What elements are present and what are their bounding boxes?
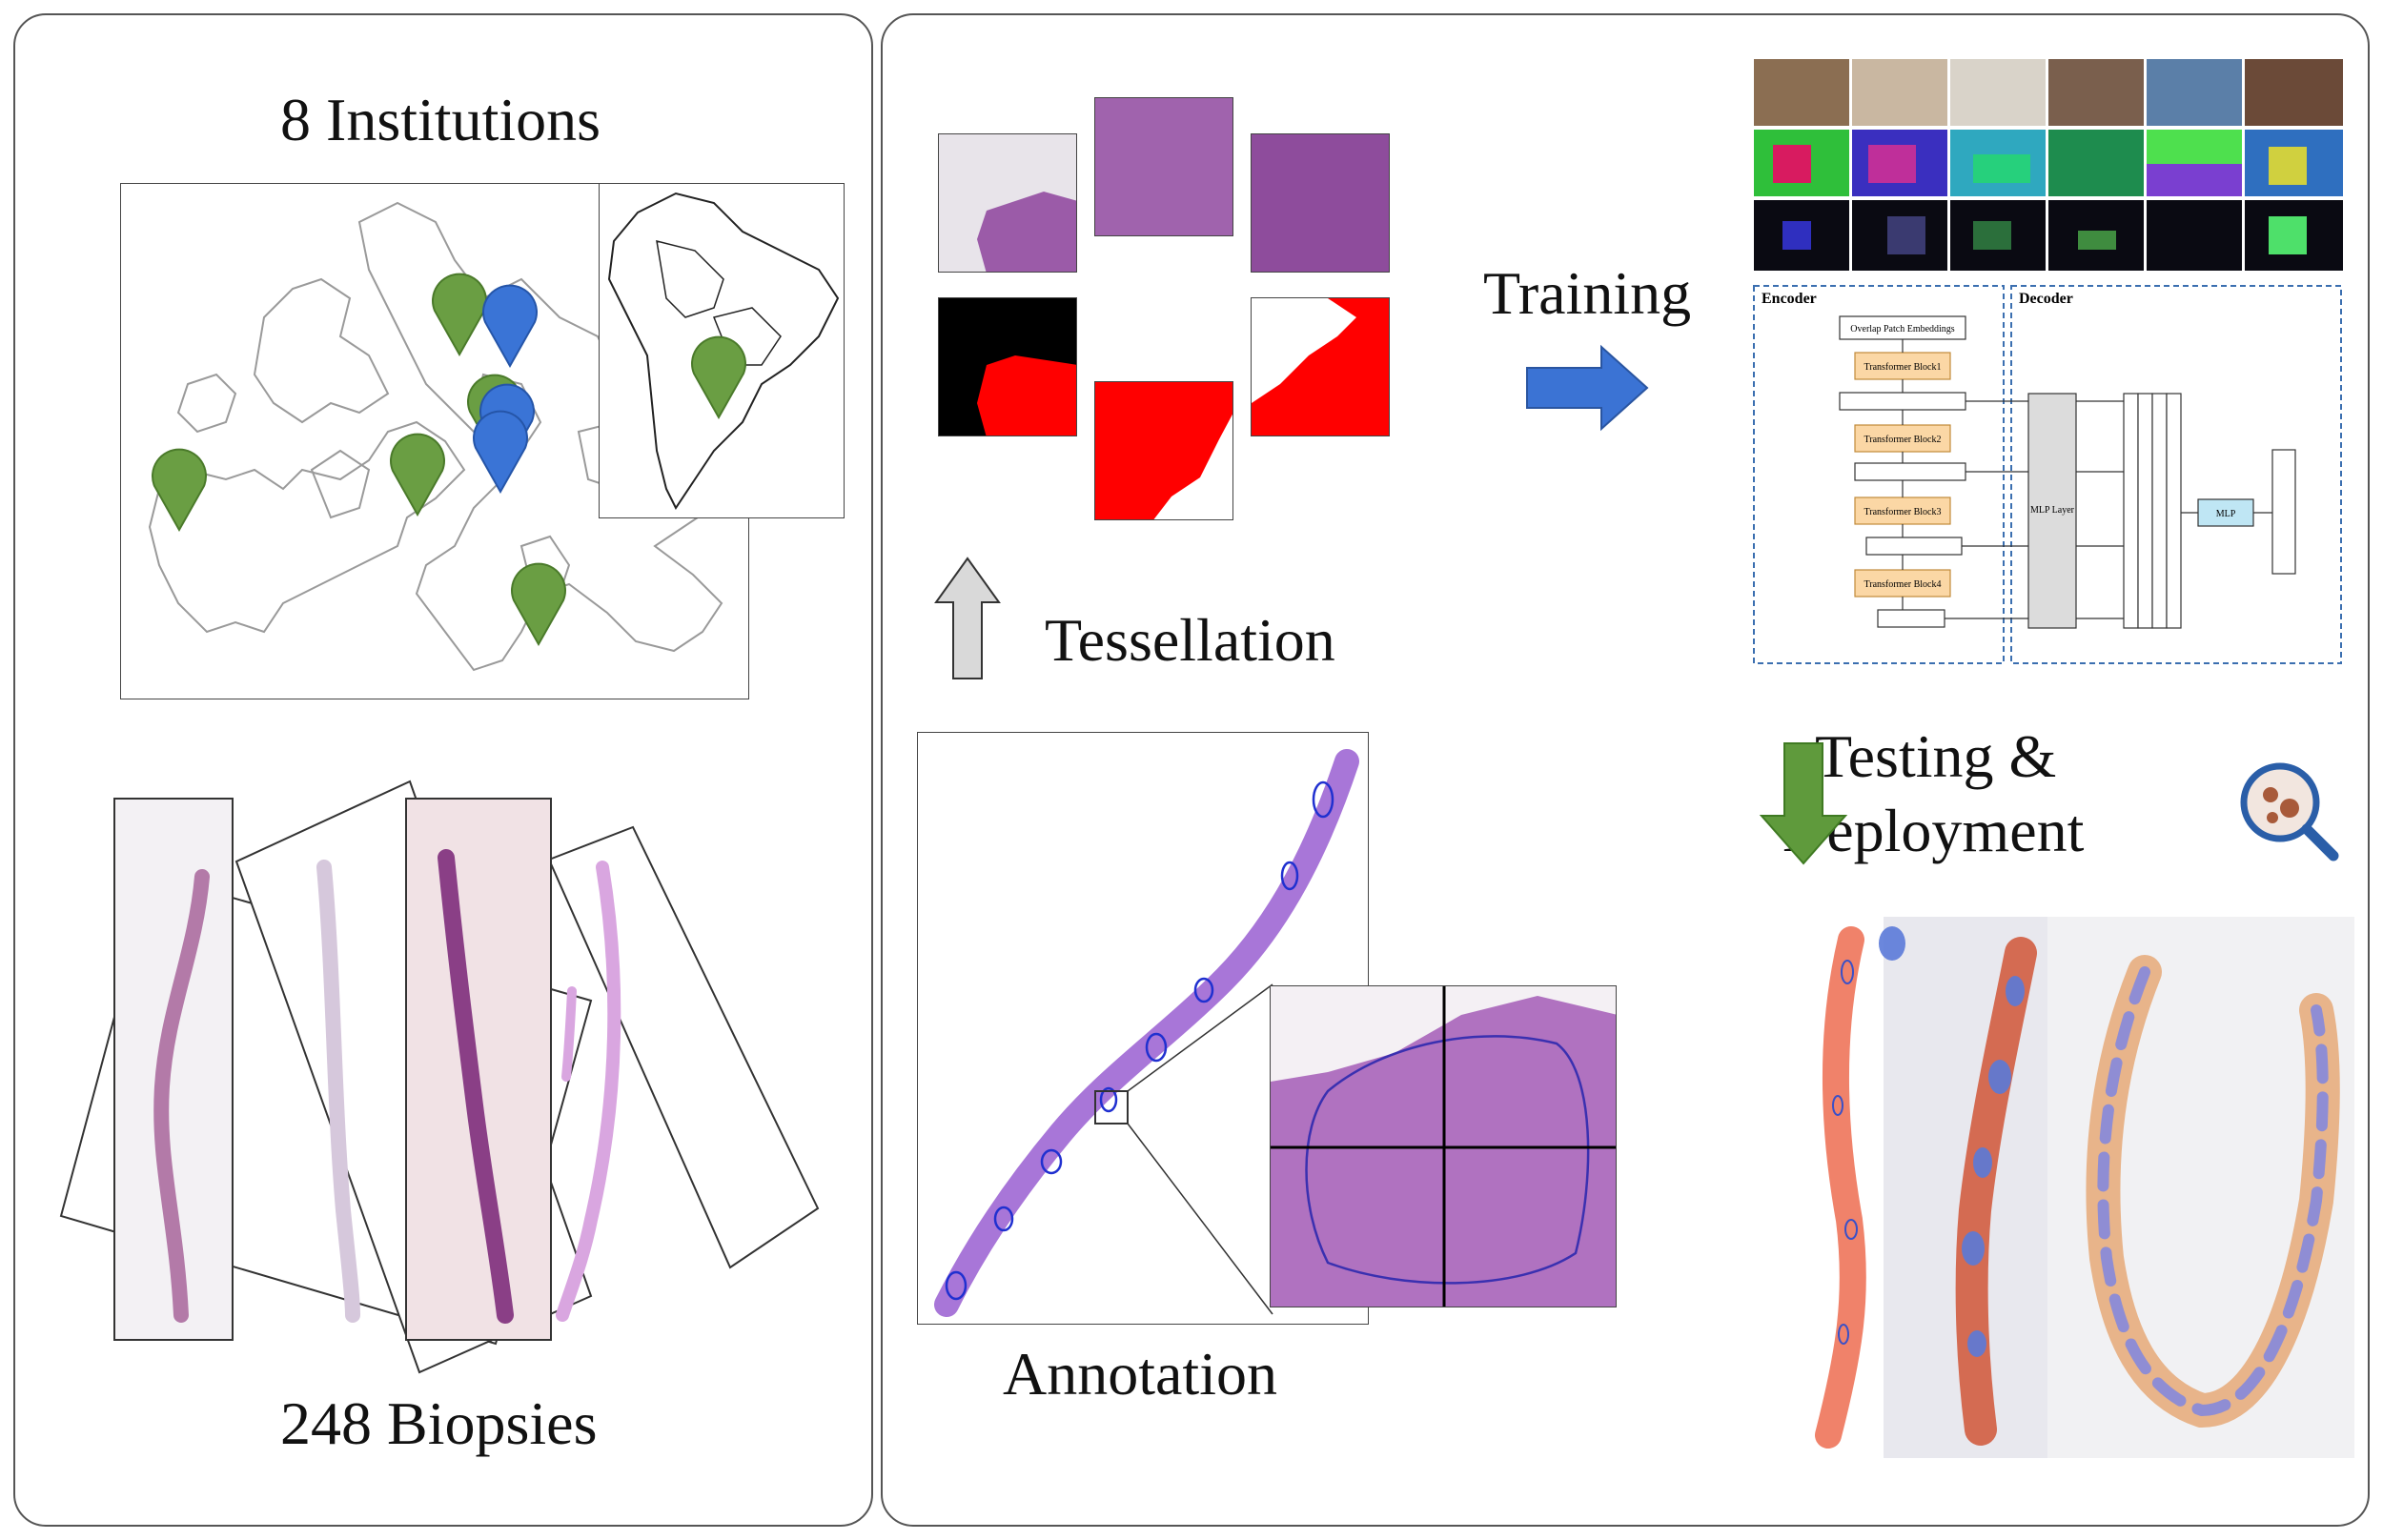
testing-label-line1: Testing & (1815, 722, 2057, 790)
deployment-results (1815, 917, 2354, 1458)
tessellation-arrow (934, 557, 1001, 679)
mask-tile (938, 297, 1077, 436)
svg-text:Transformer Block1: Transformer Block1 (1864, 362, 1941, 373)
dataset-grid (1754, 59, 2343, 271)
output-box (2271, 449, 2296, 575)
decoder-title: Decoder (2019, 291, 2073, 307)
dataset-photo-row (1754, 59, 2343, 126)
mlp-box (2197, 498, 2254, 527)
svg-text:Transformer Block3: Transformer Block3 (1864, 507, 1941, 517)
biopsy-slide (113, 798, 234, 1341)
south-america-inset (599, 183, 845, 518)
feature-stack (2123, 393, 2182, 629)
deployment-arrow (1759, 742, 1848, 865)
decoder-box (2010, 285, 2342, 664)
biopsy-slides (59, 780, 820, 1374)
encoder-title: Encoder (1762, 291, 1817, 307)
encoder-box (1753, 285, 2005, 664)
result-slide (1815, 926, 1866, 1449)
transformer-block: Transformer Block2 (1854, 424, 1951, 453)
mlp-layer-box (2027, 393, 2077, 629)
transformer-block: Transformer Block4 (1854, 569, 1951, 598)
biopsy-slide (547, 825, 820, 1322)
patch-tile (1094, 97, 1233, 236)
mlp-label: MLP (2216, 509, 2236, 519)
mask-tile (1251, 297, 1390, 436)
mlp-layer-label: MLP Layer (2030, 505, 2075, 516)
patch-embed-label: Overlap Patch Embeddings (1850, 324, 1955, 334)
magnifier-icon (2240, 762, 2339, 861)
transformer-block: Transformer Block3 (1854, 496, 1951, 525)
annotation-label: Annotation (1003, 1340, 1277, 1408)
annotation-zoom (1270, 985, 1617, 1307)
training-label: Training (1483, 259, 1692, 327)
biopsies-caption: 248 Biopsies (280, 1389, 598, 1457)
mask-tile (1094, 381, 1233, 520)
svg-text:Transformer Block4: Transformer Block4 (1864, 579, 1941, 590)
result-slide (2047, 917, 2354, 1458)
patch-tile (938, 133, 1077, 273)
patch-embed-box (1839, 315, 1966, 340)
dataset-seg-row (1754, 130, 2343, 196)
dataset-dark-row (1754, 200, 2343, 271)
south-america-outline (607, 192, 840, 510)
biopsy-slide (405, 798, 552, 1341)
transformer-block: Transformer Block1 (1854, 352, 1951, 380)
training-arrow (1526, 344, 1649, 432)
institutions-title: 8 Institutions (280, 86, 601, 153)
tessellation-label: Tessellation (1045, 606, 1335, 674)
segformer-diagram: Encoder Decoder Overlap Patch Embeddings… (1752, 284, 2343, 665)
result-slide (1879, 917, 2047, 1458)
svg-text:Transformer Block2: Transformer Block2 (1864, 435, 1941, 445)
patch-tile (1251, 133, 1390, 273)
